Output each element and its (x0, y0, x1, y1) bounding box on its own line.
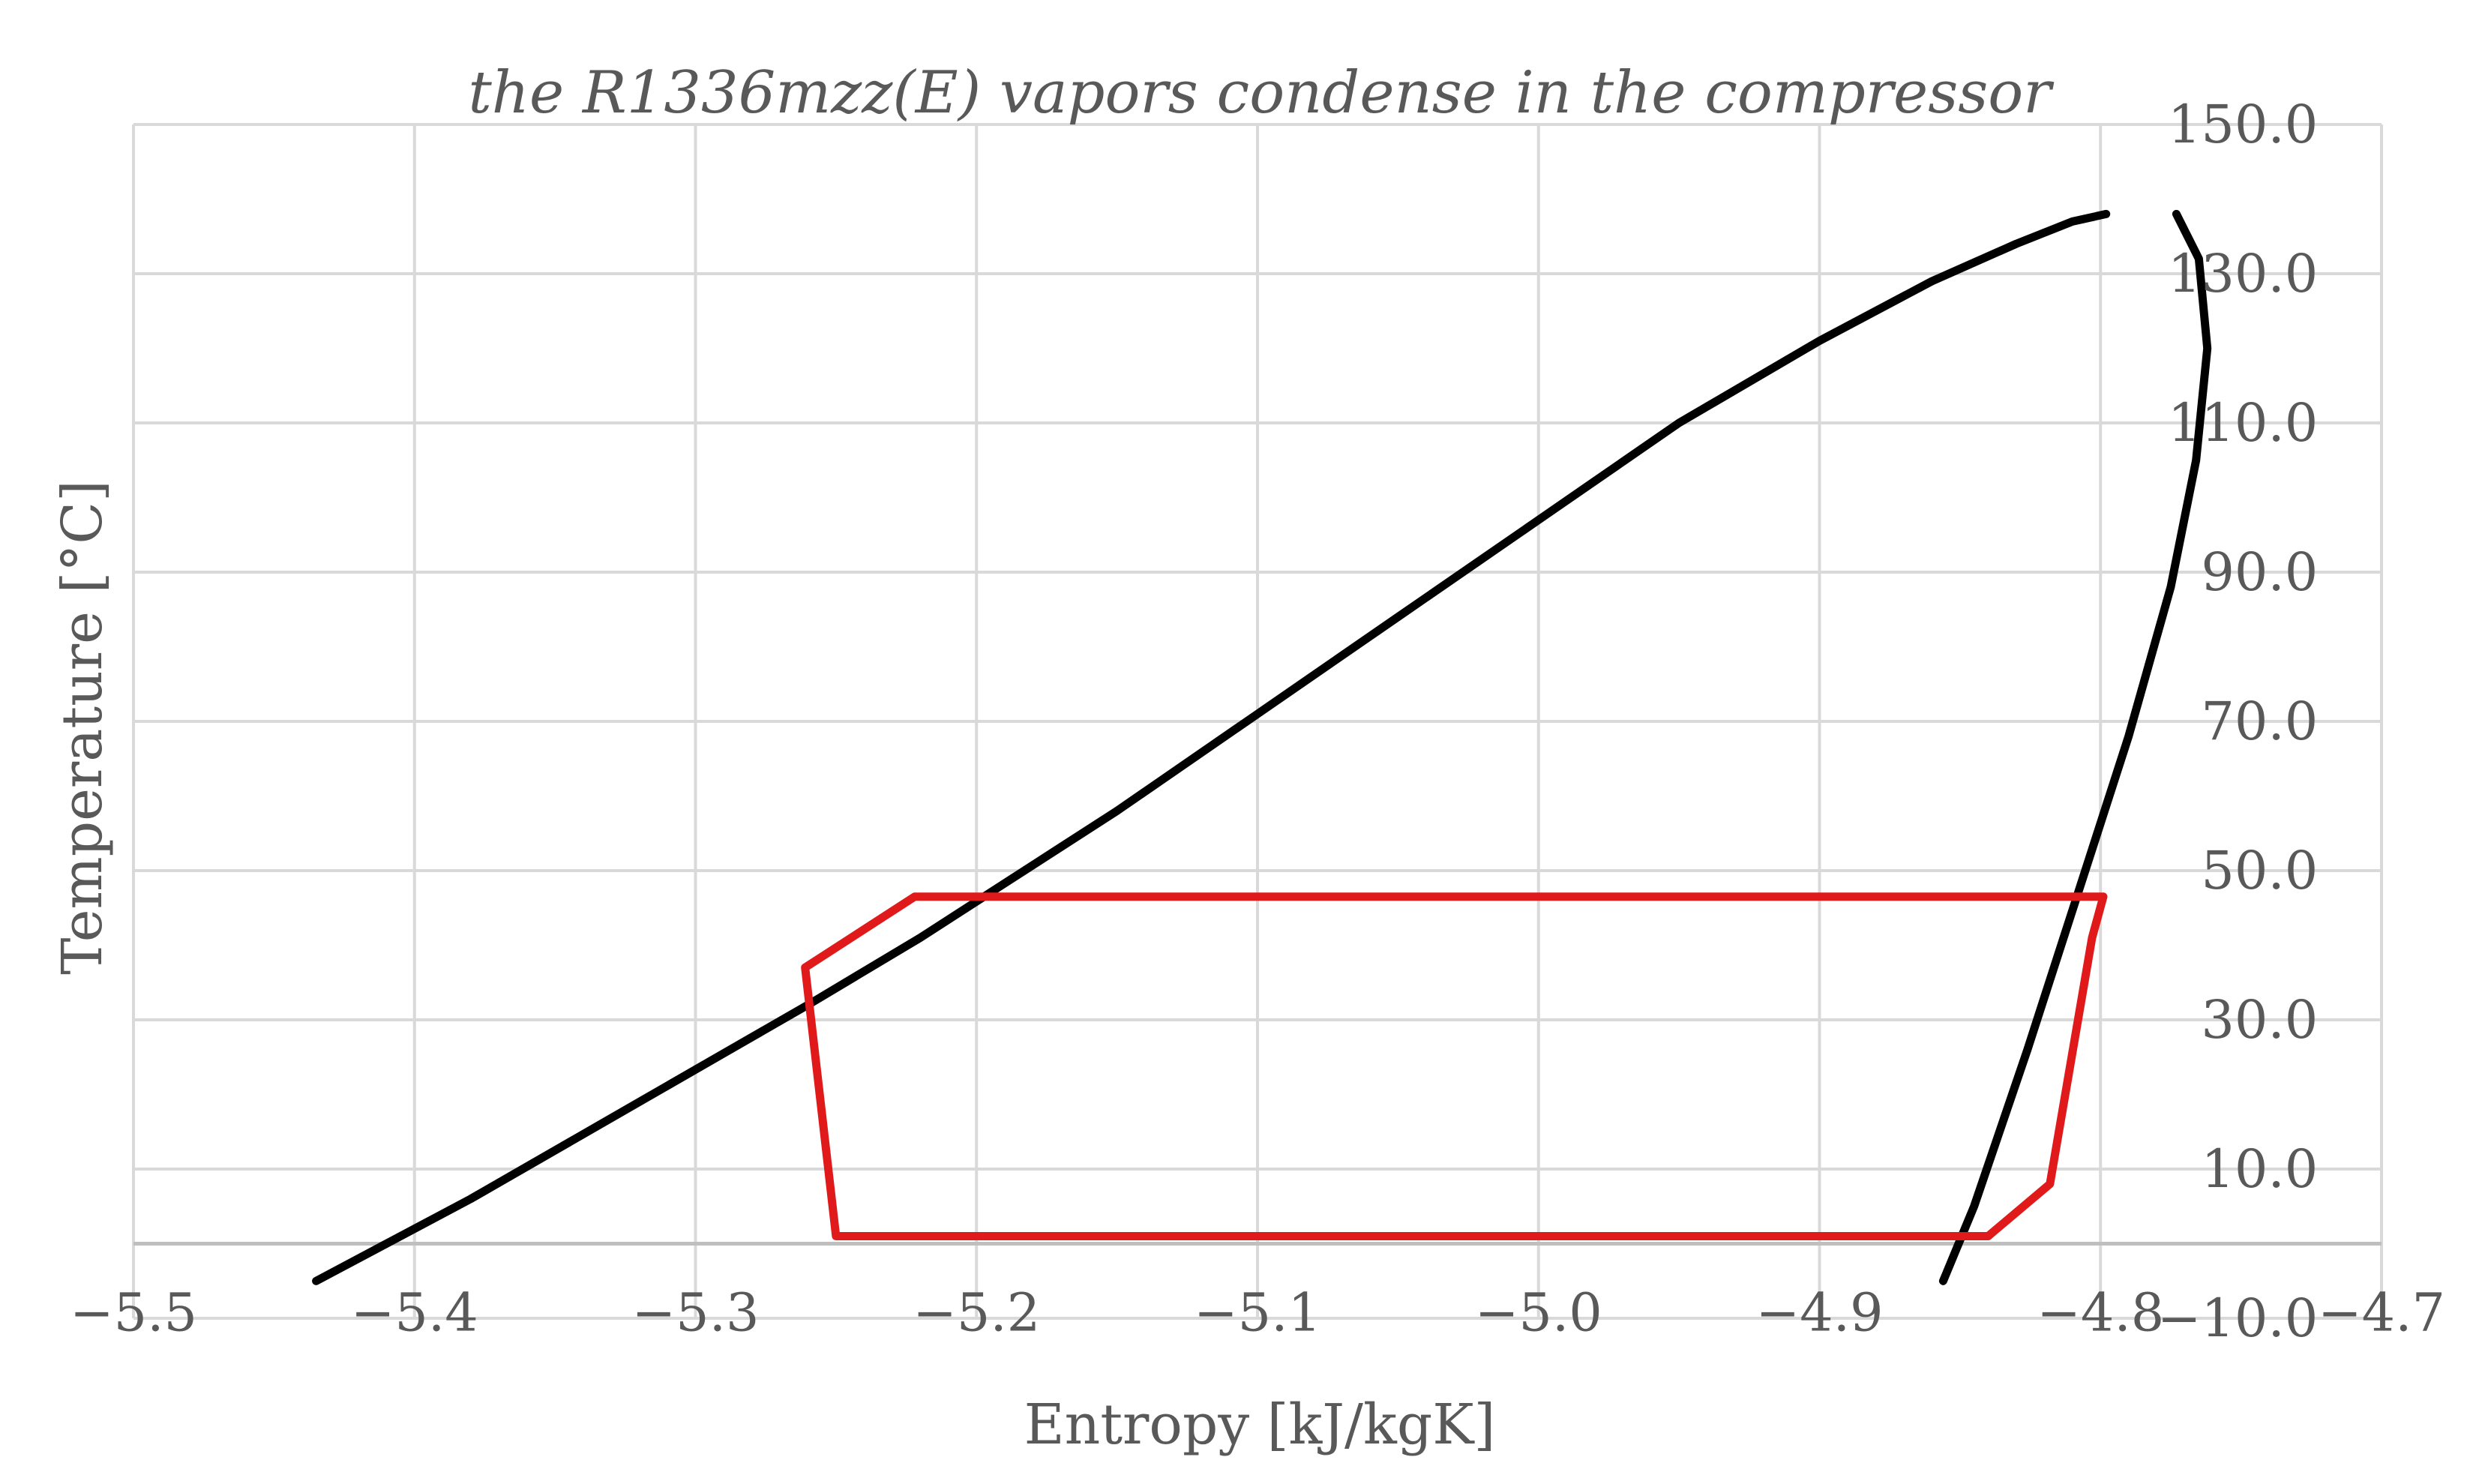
data-series (312, 209, 2212, 1285)
x-tick-label-5: −5.0 (1475, 1282, 1602, 1344)
x-tick-label-2: −5.3 (632, 1282, 760, 1344)
y-tick-label-1: 10.0 (2201, 1138, 2318, 1200)
x-tick-label-6: −4.9 (1756, 1282, 1884, 1344)
y-tick-label-8: 150.0 (2168, 94, 2318, 155)
y-tick-label-3: 50.0 (2201, 840, 2318, 901)
tick-labels: −5.5 −5.4 −5.3 −5.2 −5.1 −5.0 −4.9 −4.8 −4.7−10.… (70, 94, 2445, 1349)
series-line-2 (801, 892, 2108, 1240)
series-line-0 (312, 209, 2111, 1285)
y-tick-label-0: −10.0 (2157, 1288, 2319, 1349)
x-tick-label-7: −4.8 (2037, 1282, 2164, 1344)
x-tick-label-1: −5.4 (351, 1282, 478, 1344)
x-tick-label-4: −5.1 (1194, 1282, 1321, 1344)
x-tick-label-0: −5.5 (70, 1282, 197, 1344)
series-line-1 (1938, 209, 2212, 1285)
y-axis-title: Temperature [°C] (50, 480, 115, 975)
grid-lines (132, 123, 2383, 1320)
chart-title: the R1336mzz(E) vapors condense in the c… (468, 59, 2055, 127)
y-tick-label-4: 70.0 (2201, 691, 2318, 752)
y-tick-label-6: 110.0 (2168, 392, 2318, 454)
y-tick-label-2: 30.0 (2201, 989, 2318, 1051)
y-tick-label-7: 130.0 (2168, 243, 2318, 304)
x-axis-title: Entropy [kJ/kgK] (1024, 1393, 1496, 1457)
y-tick-label-5: 90.0 (2201, 541, 2318, 603)
x-tick-label-8: −4.7 (2318, 1282, 2445, 1344)
x-tick-label-3: −5.2 (913, 1282, 1040, 1344)
